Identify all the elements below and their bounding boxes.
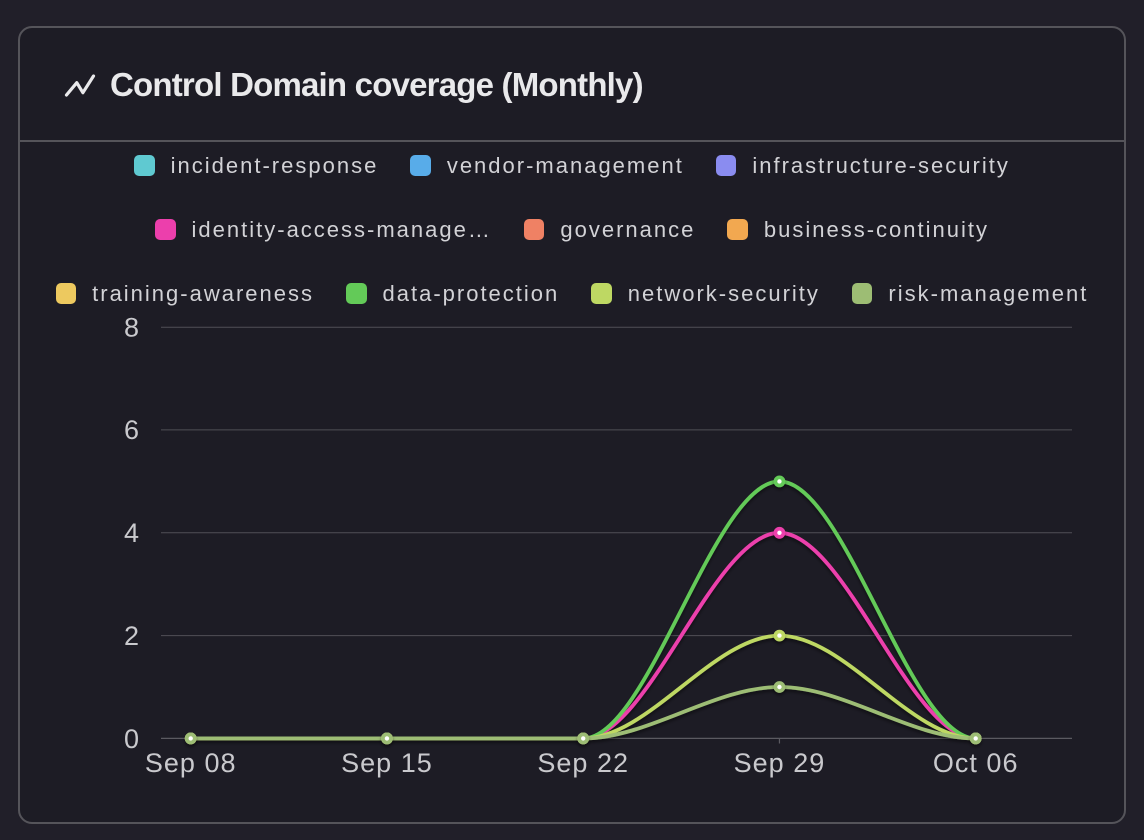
svg-text:4: 4 — [124, 518, 140, 548]
svg-text:Oct 06: Oct 06 — [933, 748, 1019, 778]
svg-text:0: 0 — [124, 724, 140, 754]
svg-text:Sep 08: Sep 08 — [145, 748, 237, 778]
svg-text:6: 6 — [124, 415, 140, 445]
svg-text:Sep 22: Sep 22 — [537, 748, 629, 778]
svg-text:Sep 15: Sep 15 — [341, 748, 433, 778]
svg-text:8: 8 — [124, 313, 140, 343]
svg-text:2: 2 — [124, 621, 140, 651]
svg-text:Sep 29: Sep 29 — [734, 748, 826, 778]
